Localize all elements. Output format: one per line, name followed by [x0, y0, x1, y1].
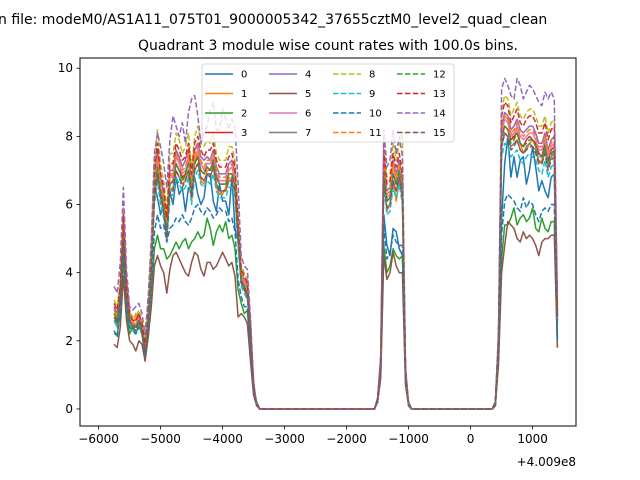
legend-label-10: 10 [369, 109, 382, 120]
series-line-12 [113, 125, 559, 410]
figure-suptitle: n file: modeM0/AS1A11_075T01_9000005342_… [0, 12, 547, 28]
series-line-9 [113, 142, 559, 410]
legend-label-6: 6 [305, 109, 311, 120]
series-line-5 [113, 220, 559, 410]
series-line-15 [113, 132, 559, 410]
x-tick-label: −2000 [326, 432, 367, 446]
axes-frame [79, 57, 577, 427]
legend-label-1: 1 [241, 89, 247, 100]
series-line-2 [114, 207, 559, 410]
legend-label-9: 9 [369, 89, 375, 100]
x-tick-label: 0 [467, 432, 475, 446]
legend-label-7: 7 [305, 128, 311, 139]
legend-label-12: 12 [433, 70, 446, 81]
legend-label-3: 3 [241, 128, 247, 139]
y-axis: 0 2 4 6 8 10 [58, 61, 80, 416]
x-tick-label: −5000 [140, 432, 181, 446]
series-line-10 [113, 193, 559, 410]
y-tick-label: 2 [65, 334, 73, 348]
legend-label-13: 13 [433, 89, 446, 100]
x-tick-label: −1000 [388, 432, 429, 446]
y-tick-label: 10 [58, 61, 73, 75]
y-tick-label: 4 [65, 266, 73, 280]
x-tick-label: −4000 [202, 432, 243, 446]
legend-label-8: 8 [369, 70, 375, 81]
legend-label-4: 4 [305, 70, 311, 81]
x-axis: −6000 −5000 −4000 −3000 −2000 −1000 0 1000 [78, 426, 548, 446]
legend-label-15: 15 [433, 128, 446, 139]
legend-box [201, 63, 455, 143]
legend-label-5: 5 [305, 89, 311, 100]
y-tick-label: 0 [65, 402, 73, 416]
series-line-13 [113, 101, 559, 410]
series-line-14 [113, 77, 559, 410]
x-offset-label: +4.009e8 [517, 455, 576, 469]
y-tick-label: 6 [65, 198, 73, 212]
chart-title: Quadrant 3 module wise count rates with … [138, 38, 518, 54]
legend-label-0: 0 [241, 70, 247, 81]
legend-label-11: 11 [369, 128, 382, 139]
legend-label-2: 2 [241, 109, 247, 120]
legend-label-14: 14 [433, 109, 446, 120]
series-line-8 [113, 94, 559, 410]
plot-area [113, 77, 559, 410]
x-tick-label: 1000 [517, 432, 548, 446]
x-tick-label: −3000 [264, 432, 305, 446]
y-tick-label: 8 [65, 129, 73, 143]
x-tick-label: −6000 [78, 432, 119, 446]
